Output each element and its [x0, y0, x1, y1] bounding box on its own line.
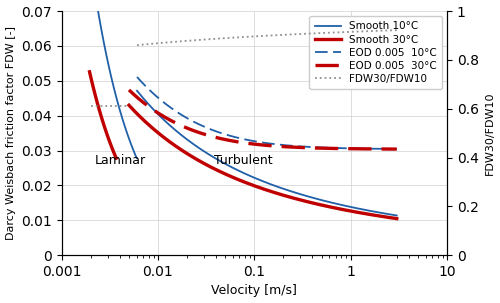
Y-axis label: FDW30/FDW10: FDW30/FDW10 [484, 92, 494, 175]
X-axis label: Velocity [m/s]: Velocity [m/s] [212, 285, 298, 298]
Text: Turbulent: Turbulent [214, 155, 272, 168]
Text: Laminar: Laminar [94, 155, 146, 168]
Legend: Smooth 10°C, Smooth 30°C, EOD 0.005  10°C, EOD 0.005  30°C, FDW30/FDW10: Smooth 10°C, Smooth 30°C, EOD 0.005 10°C… [310, 16, 442, 89]
Y-axis label: Darcy Weisbach friction factor FDW [-]: Darcy Weisbach friction factor FDW [-] [6, 26, 16, 240]
